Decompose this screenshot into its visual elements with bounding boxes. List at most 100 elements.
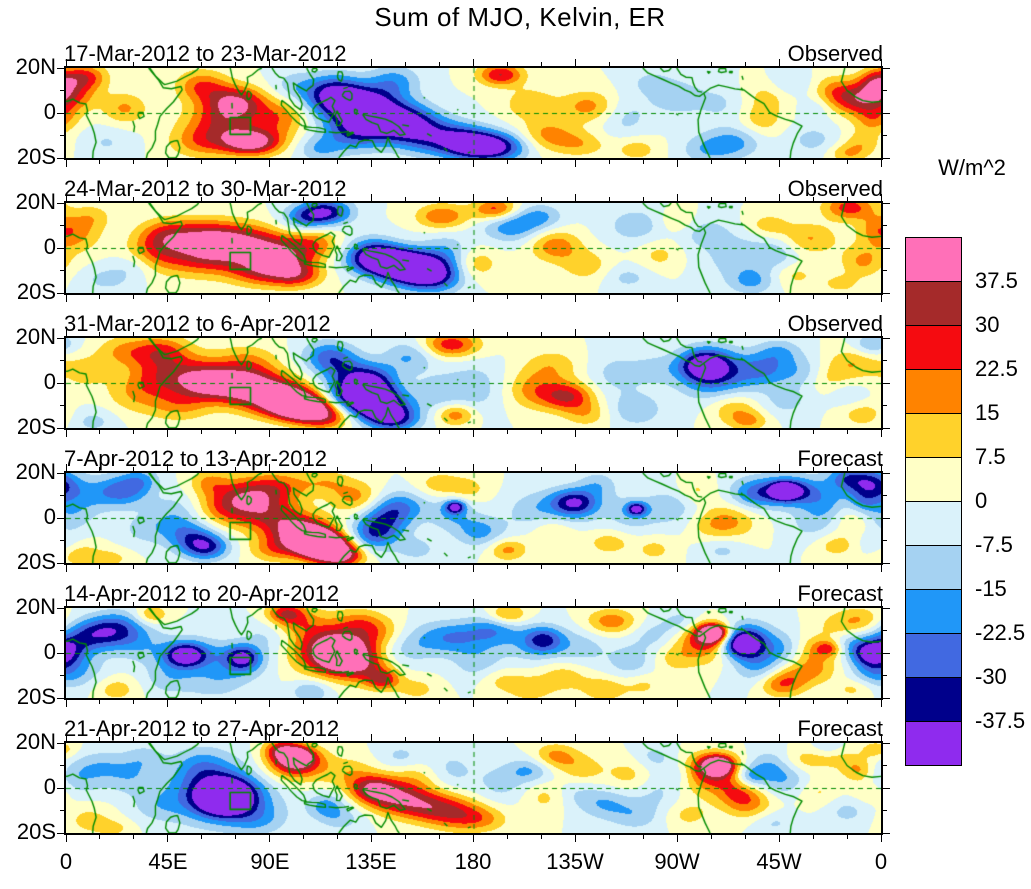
- axis-tick: [778, 160, 780, 167]
- axis-tick: [337, 467, 339, 471]
- axis-tick: [880, 734, 882, 741]
- axis-tick: [506, 700, 508, 704]
- panel-kind-label: Observed: [787, 176, 883, 201]
- axis-tick: [883, 67, 890, 69]
- axis-tick: [439, 295, 441, 299]
- axis-tick: [57, 832, 64, 834]
- x-tick-label: 135E: [345, 849, 397, 874]
- axis-tick: [883, 562, 890, 564]
- colorbar: W/m^2 37.5 30 22.5 15 7.5 0 -7.5 -15 -22.5 -30 -37…: [903, 155, 1031, 815]
- axis-tick: [846, 62, 848, 66]
- axis-tick: [883, 202, 890, 204]
- axis-tick: [880, 295, 882, 302]
- axis-tick: [133, 565, 135, 569]
- axis-tick: [883, 135, 887, 136]
- axis-tick: [608, 430, 610, 434]
- axis-tick: [880, 59, 882, 66]
- axis-tick: [99, 737, 101, 741]
- colorbar-box: [905, 589, 962, 634]
- axis-tick: [405, 197, 407, 201]
- panel-kind-label: Forecast: [797, 716, 883, 741]
- axis-tick: [57, 292, 64, 294]
- axis-tick: [235, 295, 237, 299]
- y-tick-label: 0: [43, 234, 56, 259]
- axis-tick: [133, 295, 135, 299]
- axis-tick: [57, 472, 64, 474]
- panel-date-range: 14-Apr-2012 to 20-Apr-2012: [64, 581, 340, 606]
- axis-tick: [540, 565, 542, 569]
- axis-tick: [269, 565, 271, 572]
- axis-tick: [710, 565, 712, 569]
- axis-tick: [846, 332, 848, 336]
- axis-tick: [201, 197, 203, 201]
- axis-tick: [778, 329, 780, 336]
- axis-tick: [133, 467, 135, 471]
- colorbar-tick-label: -7.5: [975, 532, 1013, 557]
- axis-tick: [133, 737, 135, 741]
- axis-tick: [65, 59, 67, 66]
- axis-tick: [710, 835, 712, 839]
- axis-tick: [676, 59, 678, 66]
- axis-tick: [778, 700, 780, 707]
- axis-tick: [883, 292, 890, 294]
- axis-tick: [405, 737, 407, 741]
- axis-tick: [880, 160, 882, 167]
- axis-tick: [540, 62, 542, 66]
- axis-tick: [303, 737, 305, 741]
- axis-tick: [201, 700, 203, 704]
- x-tick-label: 45W: [756, 849, 802, 874]
- axis-tick: [201, 332, 203, 336]
- axis-tick: [235, 835, 237, 839]
- axis-tick: [778, 734, 780, 741]
- axis-tick: [371, 194, 373, 201]
- y-tick-label: 20N: [15, 459, 56, 484]
- axis-tick: [473, 700, 474, 707]
- y-tick-label: 20S: [16, 144, 56, 169]
- axis-tick: [883, 742, 890, 744]
- axis-tick: [371, 599, 373, 606]
- colorbar-box: [905, 633, 962, 678]
- axis-tick: [710, 700, 712, 704]
- axis-tick: [65, 430, 67, 437]
- axis-tick: [473, 565, 474, 572]
- axis-tick: [846, 430, 848, 434]
- axis-tick: [57, 382, 64, 384]
- axis-tick: [676, 194, 678, 201]
- axis-tick: [303, 835, 305, 839]
- axis-tick: [574, 700, 576, 707]
- axis-tick: [608, 197, 610, 201]
- axis-tick: [676, 734, 678, 741]
- axis-tick: [60, 405, 64, 406]
- axis-tick: [744, 197, 746, 201]
- axis-tick: [883, 157, 890, 159]
- axis-tick: [506, 197, 508, 201]
- axis-tick: [883, 630, 887, 631]
- colorbar-box: [905, 325, 962, 370]
- axis-tick: [883, 495, 887, 496]
- axis-tick: [744, 565, 746, 569]
- axis-tick: [439, 602, 441, 606]
- axis-tick: [405, 160, 407, 164]
- axis-tick: [883, 360, 887, 361]
- axis-tick: [201, 835, 203, 839]
- axis-tick: [303, 160, 305, 164]
- figure-title: Sum of MJO, Kelvin, ER: [374, 2, 666, 32]
- axis-tick: [439, 197, 441, 201]
- colorbar-tick-label: -22.5: [975, 620, 1026, 645]
- axis-tick: [201, 565, 203, 569]
- axis-tick: [540, 835, 542, 839]
- axis-tick: [846, 197, 848, 201]
- axis-tick: [303, 332, 305, 336]
- axis-tick: [269, 329, 271, 336]
- axis-tick: [99, 62, 101, 66]
- axis-tick: [574, 464, 576, 471]
- axis-tick: [812, 62, 814, 66]
- axis-tick: [269, 835, 271, 842]
- axis-tick: [506, 467, 508, 471]
- axis-tick: [405, 835, 407, 839]
- axis-tick: [540, 197, 542, 201]
- axis-tick: [57, 607, 64, 609]
- axis-tick: [201, 295, 203, 299]
- axis-tick: [778, 565, 780, 572]
- axis-tick: [133, 835, 135, 839]
